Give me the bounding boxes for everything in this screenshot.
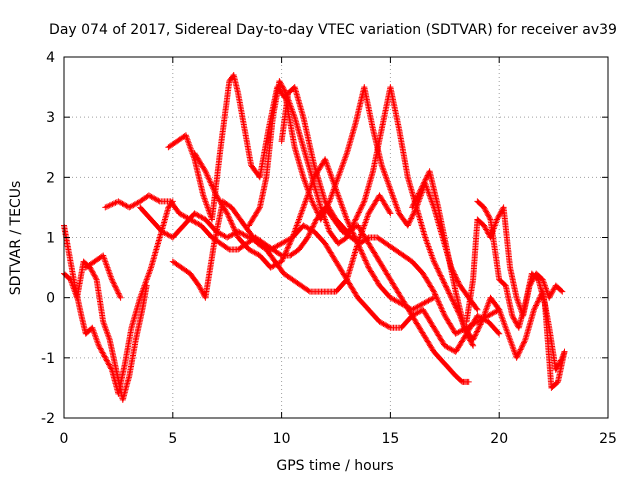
y-tick-label: 1 xyxy=(46,231,55,247)
y-tick-label: -1 xyxy=(41,351,55,367)
x-tick-label: 15 xyxy=(381,431,399,447)
data-series-2 xyxy=(82,252,124,301)
y-tick-label: -2 xyxy=(41,411,55,427)
data-point-markers xyxy=(82,252,124,301)
y-axis-label: SDTVAR / TECUs xyxy=(8,181,24,296)
x-tick-label: 5 xyxy=(168,431,177,447)
x-tick-label: 0 xyxy=(60,431,69,447)
data-series-7 xyxy=(191,150,437,313)
data-points xyxy=(61,72,568,403)
x-tick-label: 10 xyxy=(273,431,291,447)
data-series-10 xyxy=(409,168,568,373)
x-axis-label: GPS time / hours xyxy=(276,458,393,474)
chart-title: Day 074 of 2017, Sidereal Day-to-day VTE… xyxy=(49,22,617,38)
data-point-markers xyxy=(278,84,472,385)
data-series-12 xyxy=(474,198,568,391)
data-point-markers xyxy=(409,168,568,373)
axis-ticks: 0 5 10 15 20 25 -2 -1 0 1 2 3 4 xyxy=(41,50,617,447)
data-point-markers xyxy=(191,150,437,313)
data-point-markers xyxy=(137,204,503,355)
y-tick-label: 4 xyxy=(46,50,55,66)
x-tick-label: 20 xyxy=(490,431,508,447)
data-series-9 xyxy=(278,84,472,385)
y-tick-label: 0 xyxy=(46,291,55,307)
data-series-4 xyxy=(137,204,503,355)
x-tick-label: 25 xyxy=(599,431,617,447)
data-point-markers xyxy=(474,198,568,391)
y-tick-label: 2 xyxy=(46,170,55,186)
y-tick-label: 3 xyxy=(46,110,55,126)
